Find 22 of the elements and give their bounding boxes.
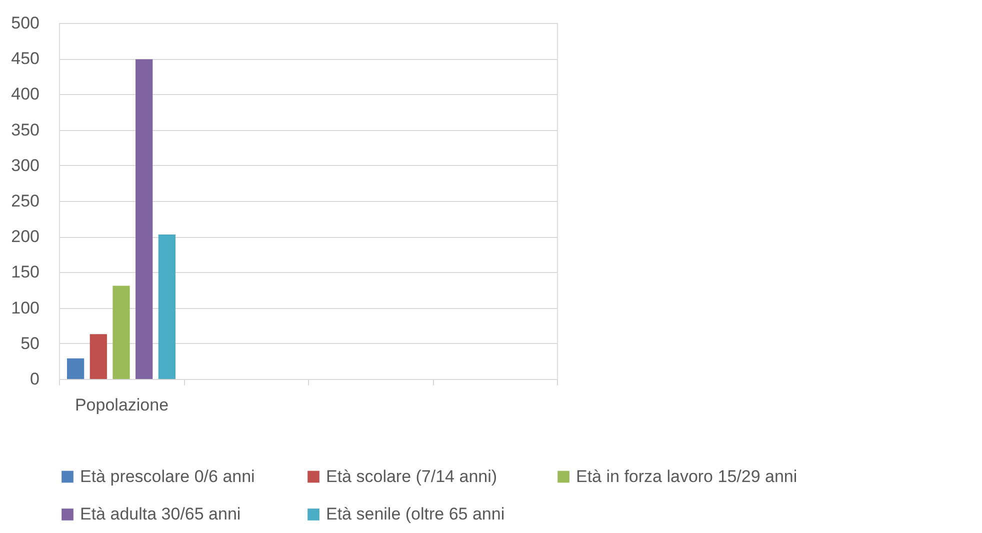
bar: [158, 234, 176, 379]
y-tick-label: 350: [11, 120, 40, 140]
y-tick-label: 150: [11, 262, 40, 282]
bar: [112, 286, 130, 379]
legend-label: Età prescolare 0/6 anni: [80, 466, 255, 486]
bar: [66, 358, 84, 379]
y-tick-label: 0: [30, 370, 40, 388]
y-tick-label: 300: [11, 156, 40, 175]
y-tick-label: 50: [20, 334, 40, 353]
y-tick-label: 200: [11, 227, 40, 246]
legend-label: Età adulta 30/65 anni: [80, 504, 241, 524]
x-tick-label: Popolazione: [74, 396, 169, 414]
bar: [90, 334, 107, 379]
legend-label: Età in forza lavoro 15/29 anni: [576, 466, 798, 486]
y-tick-label: 100: [11, 298, 40, 318]
bar: [136, 59, 153, 379]
legend-label: Età senile (oltre 65 anni: [326, 504, 505, 524]
y-tick-label: 500: [11, 14, 40, 32]
y-tick-label: 250: [11, 192, 40, 210]
y-tick-label: 400: [11, 84, 40, 104]
legend-label: Età scolare (7/14 anni): [326, 466, 498, 486]
y-tick-label: 450: [11, 49, 40, 68]
